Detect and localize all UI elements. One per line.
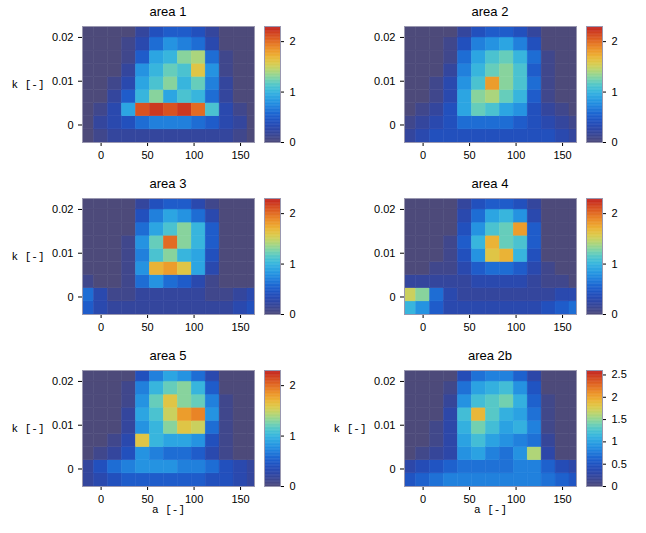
svg-text:2: 2 bbox=[290, 35, 296, 47]
svg-text:2: 2 bbox=[612, 35, 618, 47]
svg-text:0: 0 bbox=[98, 149, 104, 161]
html-text:area 2: area 2 bbox=[471, 4, 509, 19]
svg-text:50: 50 bbox=[463, 493, 476, 506]
svg-text:100: 100 bbox=[185, 149, 203, 161]
svg-text:1: 1 bbox=[612, 86, 618, 98]
svg-text:2: 2 bbox=[290, 207, 296, 219]
svg-text:150: 150 bbox=[231, 149, 249, 161]
svg-text:0.02: 0.02 bbox=[374, 375, 395, 387]
svg-text:50: 50 bbox=[463, 149, 475, 161]
svg-text:k [-]: k [-] bbox=[333, 423, 366, 435]
svg-text:0.02: 0.02 bbox=[52, 203, 73, 215]
svg-text:150: 150 bbox=[231, 493, 249, 505]
svg-text:0: 0 bbox=[612, 308, 618, 320]
svg-text:0.02: 0.02 bbox=[374, 31, 395, 43]
svg-text:0.01: 0.01 bbox=[374, 75, 395, 87]
svg-text:1: 1 bbox=[290, 86, 296, 98]
svg-text:100: 100 bbox=[185, 493, 203, 505]
svg-text:2: 2 bbox=[290, 379, 296, 391]
svg-text:k [-]: k [-] bbox=[11, 79, 44, 91]
svg-text:0: 0 bbox=[389, 119, 395, 131]
svg-text:0.02: 0.02 bbox=[52, 375, 73, 387]
svg-text:0: 0 bbox=[389, 291, 395, 303]
svg-text:1: 1 bbox=[290, 430, 296, 442]
svg-text:0: 0 bbox=[98, 321, 104, 333]
svg-text:0: 0 bbox=[612, 480, 618, 492]
svg-text:1: 1 bbox=[612, 435, 618, 447]
svg-text:k [-]: k [-] bbox=[11, 423, 44, 435]
svg-text:50: 50 bbox=[141, 321, 153, 333]
html-text:area 3: area 3 bbox=[149, 176, 187, 191]
svg-text:0: 0 bbox=[420, 493, 426, 505]
svg-text:2: 2 bbox=[612, 391, 618, 403]
svg-text:0.01: 0.01 bbox=[52, 419, 73, 431]
svg-text:0.01: 0.01 bbox=[374, 247, 395, 259]
svg-text:0: 0 bbox=[612, 136, 618, 148]
svg-text:0: 0 bbox=[98, 493, 104, 505]
svg-text:150: 150 bbox=[553, 321, 571, 333]
svg-text:0: 0 bbox=[420, 321, 426, 333]
svg-text:0.5: 0.5 bbox=[612, 458, 627, 470]
svg-text:0: 0 bbox=[67, 119, 73, 131]
svg-text:50: 50 bbox=[463, 321, 475, 333]
svg-text:0: 0 bbox=[290, 136, 296, 148]
svg-text:0: 0 bbox=[389, 463, 395, 475]
svg-text:k [-]: k [-] bbox=[11, 251, 44, 263]
svg-text:0: 0 bbox=[290, 308, 296, 320]
svg-text:a [-]: a [-] bbox=[152, 504, 185, 516]
html-text:area 1: area 1 bbox=[149, 4, 187, 19]
svg-text:1.5: 1.5 bbox=[612, 413, 627, 425]
html-text:area 4: area 4 bbox=[471, 176, 509, 191]
svg-text:0: 0 bbox=[290, 480, 296, 492]
svg-text:150: 150 bbox=[231, 321, 249, 333]
svg-text:0: 0 bbox=[420, 149, 426, 161]
svg-text:1: 1 bbox=[612, 258, 618, 270]
svg-text:0.01: 0.01 bbox=[52, 247, 73, 259]
svg-text:100: 100 bbox=[507, 321, 525, 333]
html-text:area 5: area 5 bbox=[149, 348, 187, 363]
svg-text:2: 2 bbox=[612, 207, 618, 219]
svg-text:150: 150 bbox=[553, 493, 571, 505]
html-text:area 2b: area 2b bbox=[468, 348, 512, 363]
svg-text:0.01: 0.01 bbox=[52, 75, 73, 87]
svg-text:1: 1 bbox=[290, 258, 296, 270]
svg-text:0.02: 0.02 bbox=[374, 203, 395, 215]
svg-text:a [-]: a [-] bbox=[474, 504, 507, 516]
svg-text:150: 150 bbox=[553, 149, 571, 161]
svg-text:100: 100 bbox=[185, 321, 203, 333]
svg-text:0: 0 bbox=[67, 463, 73, 475]
svg-text:0.01: 0.01 bbox=[374, 419, 395, 431]
svg-text:2.5: 2.5 bbox=[612, 368, 627, 380]
svg-text:0.02: 0.02 bbox=[52, 31, 73, 43]
svg-text:0: 0 bbox=[67, 291, 73, 303]
svg-text:50: 50 bbox=[141, 149, 153, 161]
svg-text:50: 50 bbox=[141, 493, 154, 506]
svg-text:100: 100 bbox=[507, 149, 525, 161]
svg-text:100: 100 bbox=[507, 493, 525, 505]
